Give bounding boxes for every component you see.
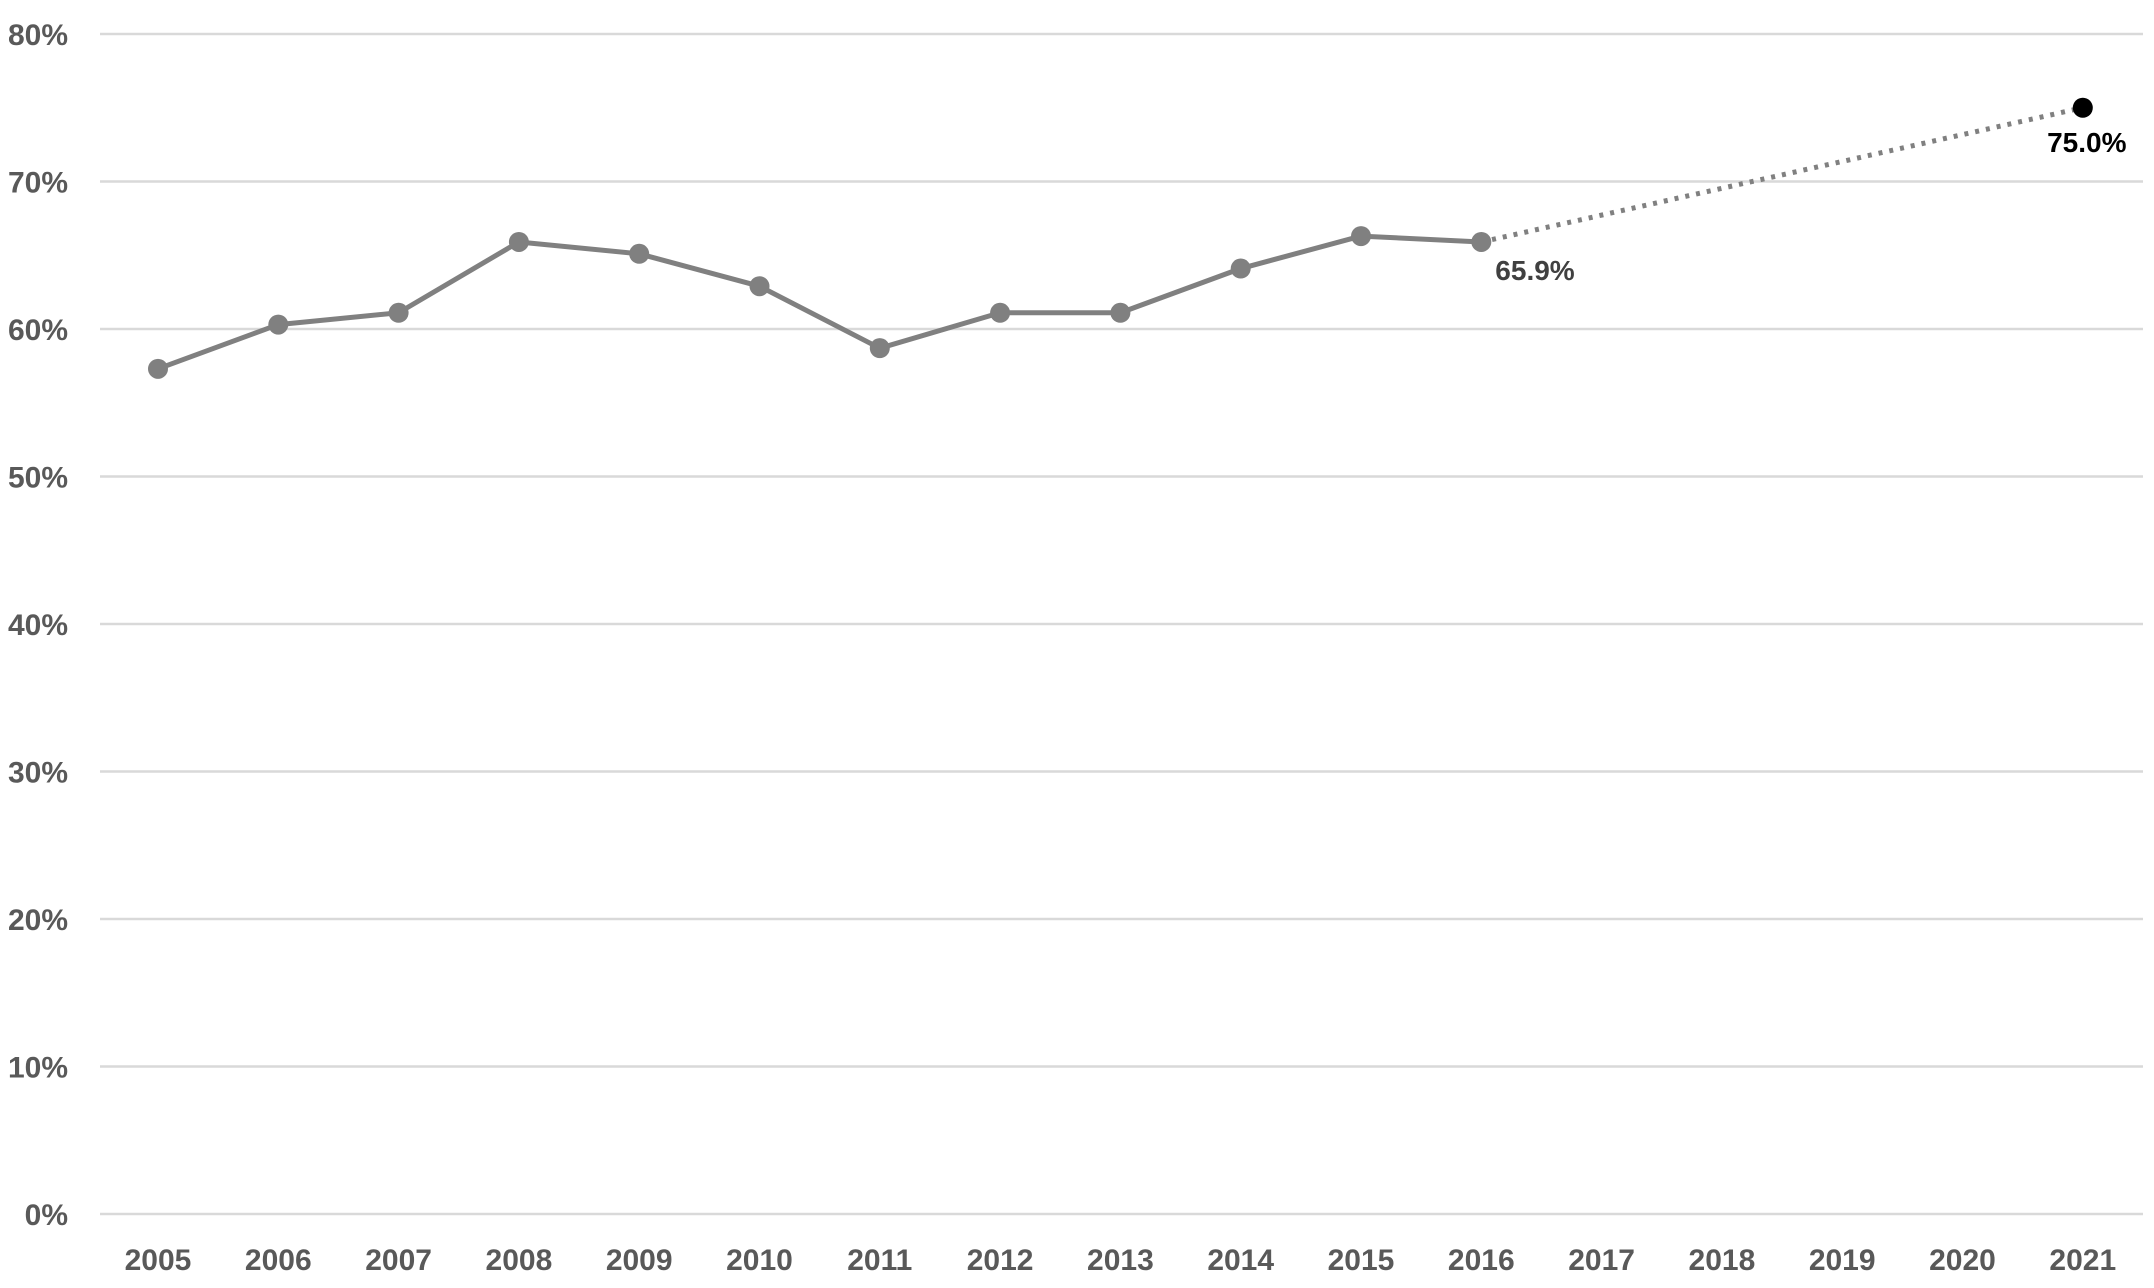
y-tick-label: 10%	[8, 1052, 68, 1085]
data-point-marker	[749, 276, 770, 297]
data-point-marker	[1230, 258, 1251, 279]
x-tick-label: 2009	[606, 1244, 673, 1277]
data-labels: 65.9% 75.0%	[1495, 127, 2126, 286]
y-tick-label: 70%	[8, 167, 68, 200]
x-tick-label: 2018	[1689, 1244, 1756, 1277]
x-axis-tick-labels: 2005 2006 2007 2008 2009 2010 2011 2012 2013 2014…	[125, 1244, 2117, 1277]
data-point-marker	[990, 302, 1011, 323]
y-tick-label: 40%	[8, 609, 68, 642]
series-line-actual	[157, 233, 1482, 372]
data-point-marker	[388, 302, 409, 323]
x-tick-label: 2012	[967, 1244, 1034, 1277]
series-line-target	[1480, 105, 2084, 245]
x-tick-label: 2007	[365, 1244, 432, 1277]
data-point-marker	[508, 231, 529, 252]
x-tick-label: 2006	[245, 1244, 312, 1277]
data-point-marker	[869, 338, 890, 359]
data-point-marker	[629, 243, 650, 264]
y-tick-label: 30%	[8, 757, 68, 790]
series-lines	[157, 105, 2084, 372]
x-tick-label: 2015	[1328, 1244, 1395, 1277]
data-markers	[148, 97, 2093, 379]
y-tick-label: 50%	[8, 462, 68, 495]
data-point-marker	[1110, 302, 1131, 323]
x-tick-label: 2008	[486, 1244, 553, 1277]
data-point-marker	[1471, 231, 1492, 252]
x-tick-label: 2014	[1207, 1244, 1274, 1277]
y-axis-tick-labels: 0% 10% 20% 30% 40% 50% 60% 70% 80%	[8, 19, 68, 1232]
data-point-marker	[268, 314, 289, 335]
data-point-marker	[1351, 226, 1371, 247]
x-tick-label: 2016	[1448, 1244, 1515, 1277]
x-tick-label: 2011	[847, 1244, 912, 1277]
y-tick-label: 80%	[8, 19, 68, 52]
x-tick-label: 2017	[1568, 1244, 1635, 1277]
data-label-target: 75.0%	[2047, 127, 2126, 158]
gridlines	[100, 32, 2143, 1216]
target-point-marker	[2072, 97, 2093, 118]
x-tick-label: 2020	[1929, 1244, 1996, 1277]
y-tick-label: 20%	[8, 904, 68, 937]
x-tick-label: 2019	[1809, 1244, 1876, 1277]
y-tick-label: 60%	[8, 314, 68, 347]
data-point-marker	[148, 358, 168, 379]
data-label-actual: 65.9%	[1495, 255, 1574, 286]
x-tick-label: 2013	[1087, 1244, 1154, 1277]
x-tick-label: 2021	[2049, 1244, 2116, 1277]
x-tick-label: 2010	[726, 1244, 793, 1277]
y-tick-label: 0%	[25, 1199, 68, 1232]
x-tick-label: 2005	[125, 1244, 192, 1277]
